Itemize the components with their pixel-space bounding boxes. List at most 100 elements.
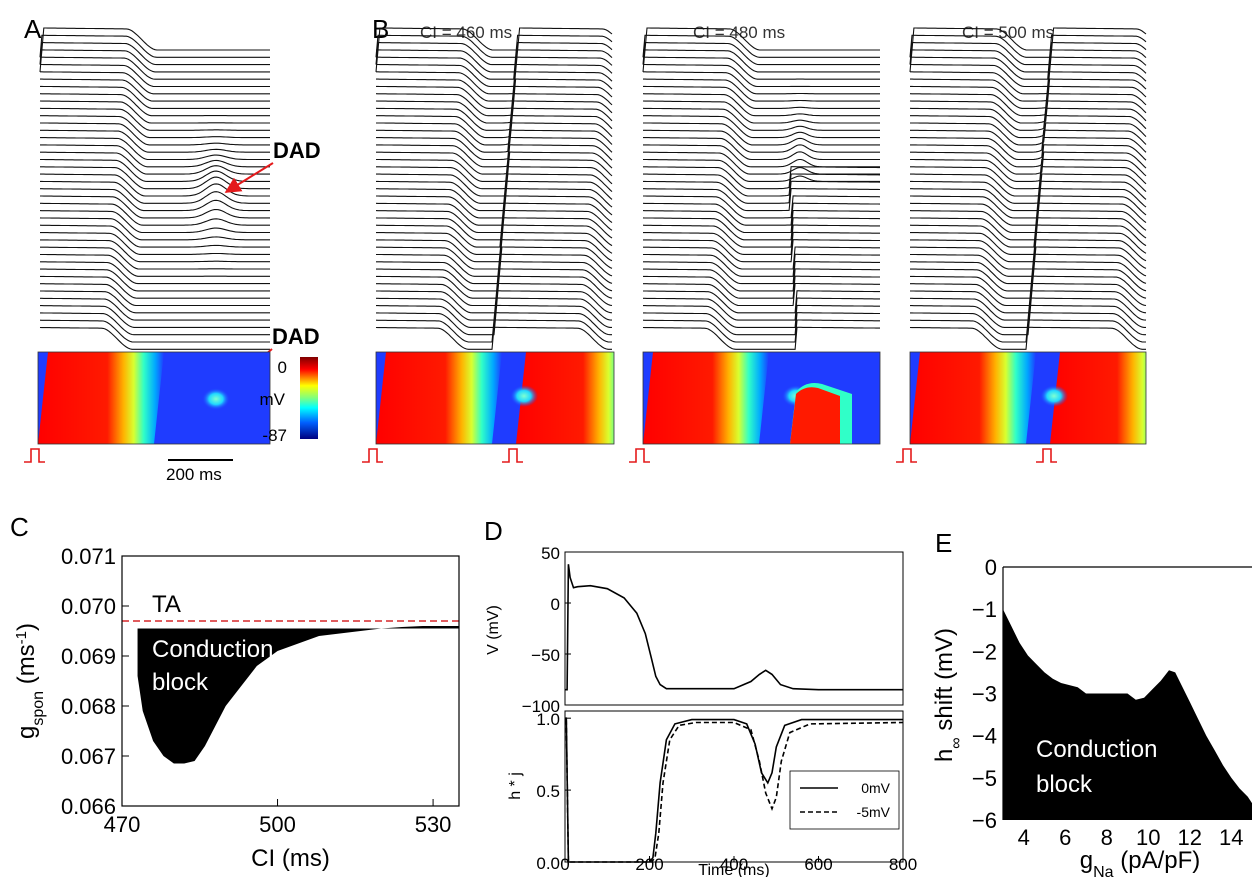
panel-a-traces [39, 27, 270, 350]
trace-row [376, 78, 613, 102]
trace-row [642, 49, 880, 73]
trace-row [643, 115, 880, 139]
heatmap-frame [37, 351, 271, 445]
panel-c-letter: C [10, 512, 29, 542]
x-tick-label: 14 [1219, 825, 1243, 850]
trace-row [39, 217, 270, 241]
trace-row [642, 326, 880, 350]
trace-row [39, 107, 270, 131]
trace-row [376, 115, 613, 139]
trace-row [40, 275, 270, 299]
trace-row [376, 282, 613, 307]
stimulus-pulse [362, 448, 383, 463]
ci-title-480: CI = 480 ms [693, 23, 785, 42]
trace-row [643, 166, 880, 190]
y-tick-label: 0.067 [61, 744, 116, 769]
trace-row [910, 27, 1147, 51]
trace-row [376, 136, 613, 161]
y-tick-label: −1 [972, 597, 997, 622]
trace-row [910, 290, 1147, 314]
trace-row [643, 282, 880, 307]
trace-row [376, 297, 613, 321]
heatmap-body [643, 352, 880, 444]
trace-row [643, 56, 880, 80]
stimulus-pulse [896, 448, 917, 463]
trace-row [376, 144, 613, 168]
trace-row [376, 312, 612, 336]
trace-row [40, 158, 270, 182]
trace-row [40, 239, 270, 263]
y-tick-label: 0.069 [61, 644, 116, 669]
panel-b-heatmap-500 [896, 351, 1147, 463]
y-tick-label: 0.070 [61, 594, 116, 619]
region-label-line1: Conduction [1036, 736, 1157, 763]
colorbar [300, 357, 318, 439]
trace-row [642, 217, 881, 241]
trace-row [642, 319, 880, 343]
wavefront [910, 352, 1036, 444]
trace-row [910, 129, 1147, 153]
colorbar-unit: mV [260, 390, 286, 409]
panel-b-letter: B [372, 14, 389, 44]
x-tick-label: 400 [720, 855, 748, 874]
stimulus-pulse [24, 448, 45, 463]
panel-e-plot: Conduction block 0 −1 −2 −3 −4 −5 −6 4 6 8 10 12 14 gNa… [931, 555, 1252, 877]
trace-row [909, 49, 1147, 73]
trace-row [376, 239, 613, 263]
trace-row [375, 49, 613, 73]
trace-row [376, 27, 613, 51]
trace-row [40, 268, 270, 292]
trace-row [910, 275, 1147, 299]
y-tick-label: 0.068 [61, 694, 116, 719]
trace-row [642, 42, 880, 66]
trace-row [909, 326, 1146, 350]
plot-frame [564, 551, 904, 706]
x-tick-label: 600 [804, 855, 832, 874]
trace-row [643, 63, 880, 88]
trace-row [376, 180, 613, 204]
trace-row [39, 42, 270, 66]
dad-label-bottom: DAD [272, 324, 320, 349]
trace-row [376, 151, 613, 175]
trace-row [643, 137, 880, 161]
x-tick-label: 530 [415, 812, 452, 837]
trace-row [910, 63, 1147, 88]
trace-row [39, 210, 270, 234]
trace-row [375, 100, 613, 124]
x-tick-label: 6 [1059, 825, 1071, 850]
panel-a-heatmap [24, 351, 271, 463]
colorbar-max: 0 [278, 358, 287, 377]
trace-row [910, 312, 1146, 336]
y-tick-label: 0 [551, 595, 560, 614]
panel-b-heatmap-460 [362, 351, 615, 463]
trace-row [376, 268, 613, 292]
panel-b-heatmap-480 [629, 351, 881, 463]
trace-row [375, 319, 612, 343]
y-tick-label: 0 [985, 555, 997, 580]
y-tick-label: −2 [972, 639, 997, 664]
trace-row [40, 261, 270, 285]
trace-row [643, 122, 880, 146]
legend-box [789, 770, 900, 830]
trace-row [910, 173, 1147, 197]
trace-row [40, 71, 270, 95]
trace-row [643, 268, 880, 292]
trace-row [643, 297, 880, 321]
trace-row [643, 195, 881, 219]
y-axis-label: gspon (ms-1) [13, 623, 47, 739]
y-tick-label: −50 [531, 646, 560, 665]
legend-label-0mV: 0mV [861, 780, 890, 796]
trace-row [376, 56, 613, 80]
trace-row [910, 85, 1147, 109]
trace-row [40, 246, 270, 270]
trace-row [39, 93, 270, 117]
plot-frame [121, 555, 460, 807]
trace-row [643, 231, 880, 255]
x-tick-label: 4 [1018, 825, 1030, 850]
heatmap-body [38, 352, 270, 444]
trace-row [375, 93, 613, 117]
trace-row [643, 275, 880, 299]
x-tick-label: 470 [104, 812, 141, 837]
y-tick-label: −6 [972, 808, 997, 833]
trace-row [40, 232, 270, 255]
